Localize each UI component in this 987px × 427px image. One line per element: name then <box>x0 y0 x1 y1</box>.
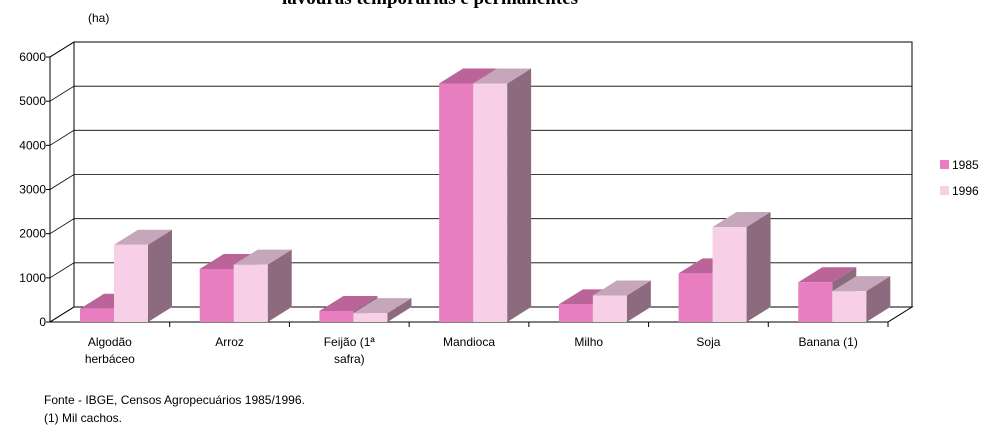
bar-face <box>439 68 498 84</box>
bar-face <box>199 254 258 269</box>
grid-line <box>49 174 912 190</box>
bar-face <box>80 308 114 322</box>
bar-face <box>832 291 867 322</box>
y-tick-label: 1000 <box>19 271 46 285</box>
x-tick-label: Algodão herbáceo <box>84 335 135 366</box>
bar-face <box>353 313 388 322</box>
bar-face <box>626 280 651 322</box>
bar <box>233 249 292 322</box>
x-tick-label: Milho <box>574 335 604 349</box>
bar-face <box>319 295 378 311</box>
bar-face <box>114 244 148 322</box>
bar <box>592 280 651 322</box>
note: Fonte - IBGE, Censos Agropecuários 1985/… <box>44 393 305 407</box>
x-tick-label: Mandioca <box>442 335 496 349</box>
grid-line <box>49 129 912 146</box>
grid-line <box>49 85 912 102</box>
bar-face <box>592 280 651 296</box>
note: (1) Mil cachos. <box>44 411 123 425</box>
bar <box>473 68 532 322</box>
bar-face <box>439 83 474 322</box>
chart-title: lavouras temporárias e permanentes <box>282 0 578 9</box>
x-tick-label: Arroz <box>215 335 244 349</box>
bar-face <box>267 249 292 322</box>
bar-face <box>148 229 172 322</box>
legend-label: 1996 <box>952 184 979 198</box>
bar-face <box>233 264 268 322</box>
grid-line <box>49 218 912 235</box>
bar-face <box>233 249 292 265</box>
bar-face <box>592 295 627 322</box>
bar-face <box>114 229 172 245</box>
bar-face <box>507 68 532 322</box>
y-tick-label: 3000 <box>19 183 46 197</box>
bar-face <box>473 83 508 322</box>
bar <box>114 229 172 322</box>
bar-face <box>319 310 354 322</box>
bar <box>832 276 891 322</box>
bar-face <box>678 273 713 322</box>
y-tick-label: 5000 <box>19 94 46 108</box>
legend-swatch <box>940 186 949 195</box>
bar-face <box>746 212 771 322</box>
grid-line <box>49 41 912 58</box>
x-tick-label: Feijão (1ª safra) <box>323 335 375 366</box>
bar <box>712 212 771 322</box>
bar-face <box>712 212 771 228</box>
bar-face <box>353 298 412 314</box>
x-tick-label: Soja <box>696 335 721 349</box>
bar-face <box>866 276 891 322</box>
bar-face <box>798 267 857 283</box>
bar-face <box>832 276 891 292</box>
bar-face <box>473 68 532 84</box>
y-unit: (ha) <box>88 11 109 25</box>
grid-line <box>49 262 912 279</box>
x-tick-label: Banana (1) <box>798 335 858 349</box>
y-tick-label: 4000 <box>19 138 46 152</box>
legend-label: 1985 <box>952 158 979 172</box>
y-tick-label: 2000 <box>19 227 46 241</box>
y-tick-label: 0 <box>39 315 46 329</box>
y-tick-label: 6000 <box>19 50 46 64</box>
bar-face <box>387 298 412 322</box>
bar-face <box>798 282 833 322</box>
bar <box>353 298 412 322</box>
legend-swatch <box>940 160 949 169</box>
bar-face <box>558 304 593 322</box>
bar-face <box>712 227 747 322</box>
bar-face <box>199 269 234 322</box>
